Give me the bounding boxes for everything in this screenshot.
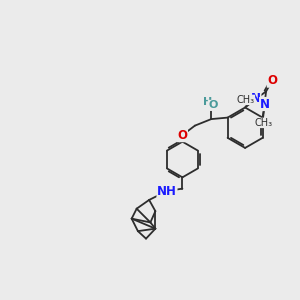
Text: O: O bbox=[208, 100, 218, 110]
Text: O: O bbox=[267, 74, 277, 87]
Text: N: N bbox=[260, 98, 270, 110]
Text: CH₃: CH₃ bbox=[254, 118, 272, 128]
Text: NH: NH bbox=[157, 184, 177, 197]
Text: N: N bbox=[251, 92, 261, 106]
Text: H: H bbox=[203, 98, 212, 107]
Text: O: O bbox=[177, 129, 188, 142]
Text: CH₃: CH₃ bbox=[237, 95, 255, 105]
